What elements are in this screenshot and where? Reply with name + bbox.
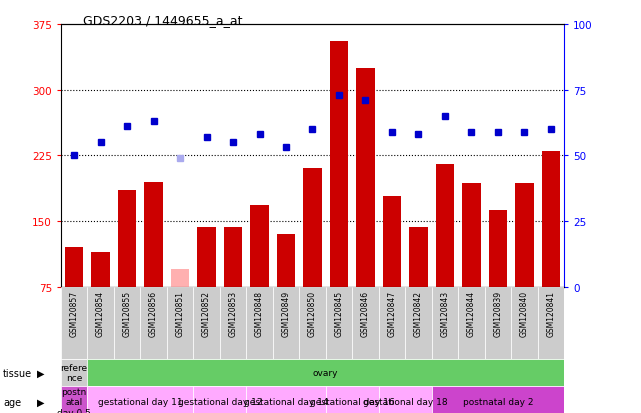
Bar xyxy=(538,287,564,359)
Text: GSM120847: GSM120847 xyxy=(387,291,396,337)
Text: gestational day 16: gestational day 16 xyxy=(310,397,394,406)
Bar xyxy=(515,184,533,287)
Bar xyxy=(329,42,348,287)
Bar xyxy=(114,287,140,359)
Text: GSM120839: GSM120839 xyxy=(494,291,503,337)
Bar xyxy=(194,287,220,359)
Bar xyxy=(405,287,431,359)
Bar xyxy=(379,386,431,413)
Bar xyxy=(246,287,273,359)
Bar xyxy=(379,287,405,359)
Bar xyxy=(87,287,114,359)
Text: gestational day 14: gestational day 14 xyxy=(244,397,328,406)
Bar xyxy=(462,184,481,287)
Text: GSM120845: GSM120845 xyxy=(335,291,344,337)
Bar xyxy=(194,386,246,413)
Text: age: age xyxy=(3,396,21,407)
Bar xyxy=(409,228,428,287)
Bar xyxy=(246,386,326,413)
Text: GSM120846: GSM120846 xyxy=(361,291,370,337)
Bar xyxy=(92,252,110,287)
Bar xyxy=(220,287,246,359)
Text: GSM120842: GSM120842 xyxy=(414,291,423,337)
Bar xyxy=(485,287,511,359)
Text: GSM120853: GSM120853 xyxy=(229,291,238,337)
Text: GSM120854: GSM120854 xyxy=(96,291,105,337)
Bar xyxy=(352,287,379,359)
Text: GSM120848: GSM120848 xyxy=(255,291,264,337)
Text: ▶: ▶ xyxy=(37,368,45,378)
Bar xyxy=(436,165,454,287)
Bar xyxy=(87,386,194,413)
Text: gestational day 12: gestational day 12 xyxy=(178,397,262,406)
Bar xyxy=(273,287,299,359)
Bar xyxy=(144,182,163,287)
Bar xyxy=(383,197,401,287)
Text: GSM120852: GSM120852 xyxy=(202,291,211,337)
Text: gestational day 18: gestational day 18 xyxy=(363,397,447,406)
Bar xyxy=(458,287,485,359)
Bar xyxy=(224,228,242,287)
Bar xyxy=(250,206,269,287)
Bar xyxy=(356,69,375,287)
Bar xyxy=(431,386,564,413)
Bar xyxy=(61,386,87,413)
Text: GDS2203 / 1449655_a_at: GDS2203 / 1449655_a_at xyxy=(83,14,243,27)
Text: GSM120851: GSM120851 xyxy=(176,291,185,337)
Bar xyxy=(61,287,87,359)
Bar xyxy=(299,287,326,359)
Text: ovary: ovary xyxy=(313,368,338,377)
Text: refere
nce: refere nce xyxy=(60,363,88,382)
Text: GSM120841: GSM120841 xyxy=(546,291,555,337)
Bar xyxy=(140,287,167,359)
Bar xyxy=(197,228,216,287)
Bar xyxy=(118,191,137,287)
Bar xyxy=(277,235,296,287)
Text: GSM120857: GSM120857 xyxy=(70,291,79,337)
Bar xyxy=(171,270,189,287)
Text: GSM120856: GSM120856 xyxy=(149,291,158,337)
Bar xyxy=(488,210,507,287)
Bar xyxy=(303,169,322,287)
Bar xyxy=(511,287,538,359)
Bar xyxy=(542,152,560,287)
Text: gestational day 11: gestational day 11 xyxy=(98,397,183,406)
Text: GSM120849: GSM120849 xyxy=(281,291,290,337)
Bar xyxy=(431,287,458,359)
Bar xyxy=(167,287,194,359)
Text: postn
atal
day 0.5: postn atal day 0.5 xyxy=(57,387,91,413)
Text: GSM120855: GSM120855 xyxy=(122,291,131,337)
Text: GSM120844: GSM120844 xyxy=(467,291,476,337)
Bar xyxy=(65,248,83,287)
Bar xyxy=(326,386,379,413)
Text: postnatal day 2: postnatal day 2 xyxy=(463,397,533,406)
Text: GSM120840: GSM120840 xyxy=(520,291,529,337)
Bar xyxy=(61,359,87,386)
Text: ▶: ▶ xyxy=(37,396,45,407)
Text: GSM120850: GSM120850 xyxy=(308,291,317,337)
Text: tissue: tissue xyxy=(3,368,32,378)
Text: GSM120843: GSM120843 xyxy=(440,291,449,337)
Bar xyxy=(326,287,352,359)
